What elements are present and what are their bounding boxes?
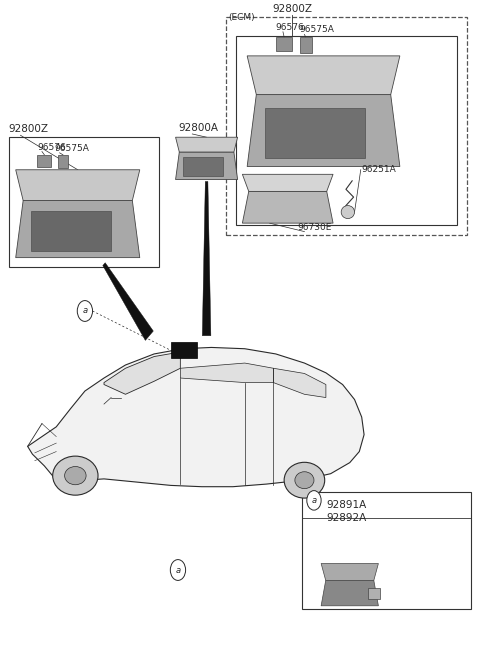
Text: 92800Z: 92800Z (9, 124, 48, 134)
Polygon shape (176, 137, 238, 152)
Polygon shape (247, 56, 400, 94)
Bar (276, 37, 292, 51)
Text: 96576: 96576 (276, 23, 304, 31)
Polygon shape (28, 348, 364, 487)
Polygon shape (104, 352, 180, 394)
Bar (236, 36, 456, 225)
Polygon shape (202, 182, 211, 336)
Text: 92800A: 92800A (178, 123, 218, 133)
Bar (37, 155, 51, 167)
Circle shape (77, 300, 93, 321)
Polygon shape (176, 152, 238, 180)
Text: 92892A: 92892A (326, 513, 366, 523)
Bar (368, 588, 380, 600)
Bar (183, 157, 223, 176)
Circle shape (307, 491, 321, 510)
Text: (ECM): (ECM) (228, 13, 255, 22)
Ellipse shape (65, 466, 86, 485)
Ellipse shape (284, 462, 324, 498)
Text: a: a (312, 496, 316, 505)
Text: a: a (83, 306, 87, 316)
Text: 96251A: 96251A (362, 165, 396, 174)
Text: 92800Z: 92800Z (273, 3, 312, 14)
Polygon shape (274, 368, 326, 398)
Text: 96575A: 96575A (55, 144, 90, 153)
Bar (171, 342, 197, 358)
Bar (302, 492, 471, 609)
Ellipse shape (53, 456, 98, 495)
Bar (9, 137, 159, 268)
Polygon shape (103, 262, 153, 340)
Text: 96575A: 96575A (300, 26, 335, 34)
Bar (31, 211, 111, 251)
Text: a: a (175, 565, 180, 575)
Ellipse shape (341, 205, 355, 218)
Ellipse shape (295, 472, 314, 489)
Bar (58, 155, 68, 168)
Polygon shape (242, 174, 333, 192)
Bar (226, 17, 467, 235)
Polygon shape (321, 581, 378, 605)
Polygon shape (180, 363, 274, 382)
Polygon shape (16, 201, 140, 258)
Bar (265, 108, 365, 157)
Bar (300, 37, 312, 53)
Text: 96730E: 96730E (297, 222, 332, 232)
Polygon shape (242, 192, 333, 223)
Polygon shape (321, 564, 378, 581)
Polygon shape (247, 94, 400, 167)
Text: 92891A: 92891A (326, 500, 366, 510)
Polygon shape (16, 170, 140, 201)
Text: 96576: 96576 (37, 142, 66, 152)
Circle shape (170, 560, 186, 581)
